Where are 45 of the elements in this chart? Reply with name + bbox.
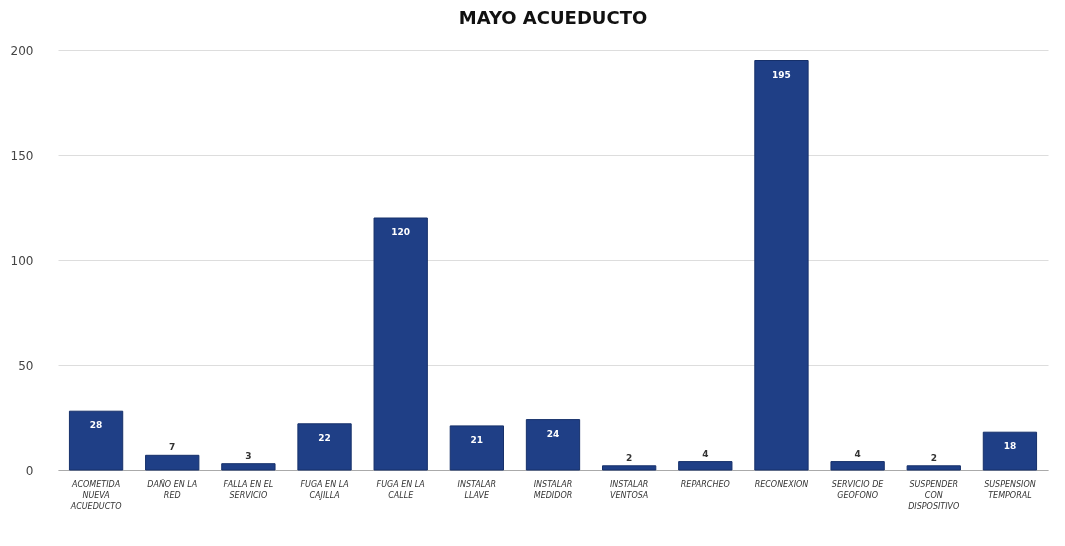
y-tick-label: 200 [10,43,34,58]
bar [754,60,809,471]
bar [678,461,733,471]
bar [221,463,276,471]
bar [449,425,504,471]
bar [602,465,657,471]
data-label: 7 [169,442,176,453]
data-label: 24 [546,428,560,439]
data-label: 21 [470,434,484,445]
x-tick-label: REPARCHEO [680,479,730,489]
data-label: 22 [318,432,331,443]
y-tick-label: 50 [18,358,34,373]
bar [525,419,581,471]
x-tick-label: RECONEXION [754,479,809,489]
x-tick-label: INSTALAR VENTOSA [609,479,649,500]
bar [830,461,885,471]
x-tick-label: ACOMETIDA NUEVA ACUEDUCTO [69,479,122,511]
bar [68,410,124,471]
data-label: 2 [626,452,633,463]
y-tick-label: 100 [10,253,34,268]
x-tick-label: FALLA EN EL SERVICIO [223,479,274,500]
x-tick-label: FUGA EN LA CAJILLA [300,479,349,500]
x-tick-label: SERVICIO DE GEOFONO [831,479,885,500]
data-label: 28 [89,420,103,431]
data-label: 18 [1003,441,1017,452]
data-label: 4 [854,448,861,459]
data-label: 2 [930,452,937,463]
data-label: 4 [702,448,709,459]
y-tick-label: 0 [25,463,34,478]
data-label: 120 [391,227,411,237]
bar [373,217,428,471]
bar [297,423,352,471]
bar [145,454,200,471]
y-tick-label: 150 [10,148,34,163]
x-tick-label: DAÑO EN LA RED [147,478,198,500]
x-tick-label: INSTALAR MEDIDOR [533,479,573,500]
data-label: 3 [245,450,252,461]
chart-title: MAYO ACUEDUCTO [458,7,648,28]
bar [982,431,1038,471]
x-tick-label: SUSPENDER CON DISPOSITIVO [908,479,960,511]
x-tick-label: INSTALAR LLAVE [457,479,497,500]
bar [906,465,961,471]
data-label: 195 [772,69,791,80]
x-tick-label: SUSPENSION TEMPORAL [984,479,1036,500]
x-tick-label: FUGA EN LA CALLE [376,479,425,500]
